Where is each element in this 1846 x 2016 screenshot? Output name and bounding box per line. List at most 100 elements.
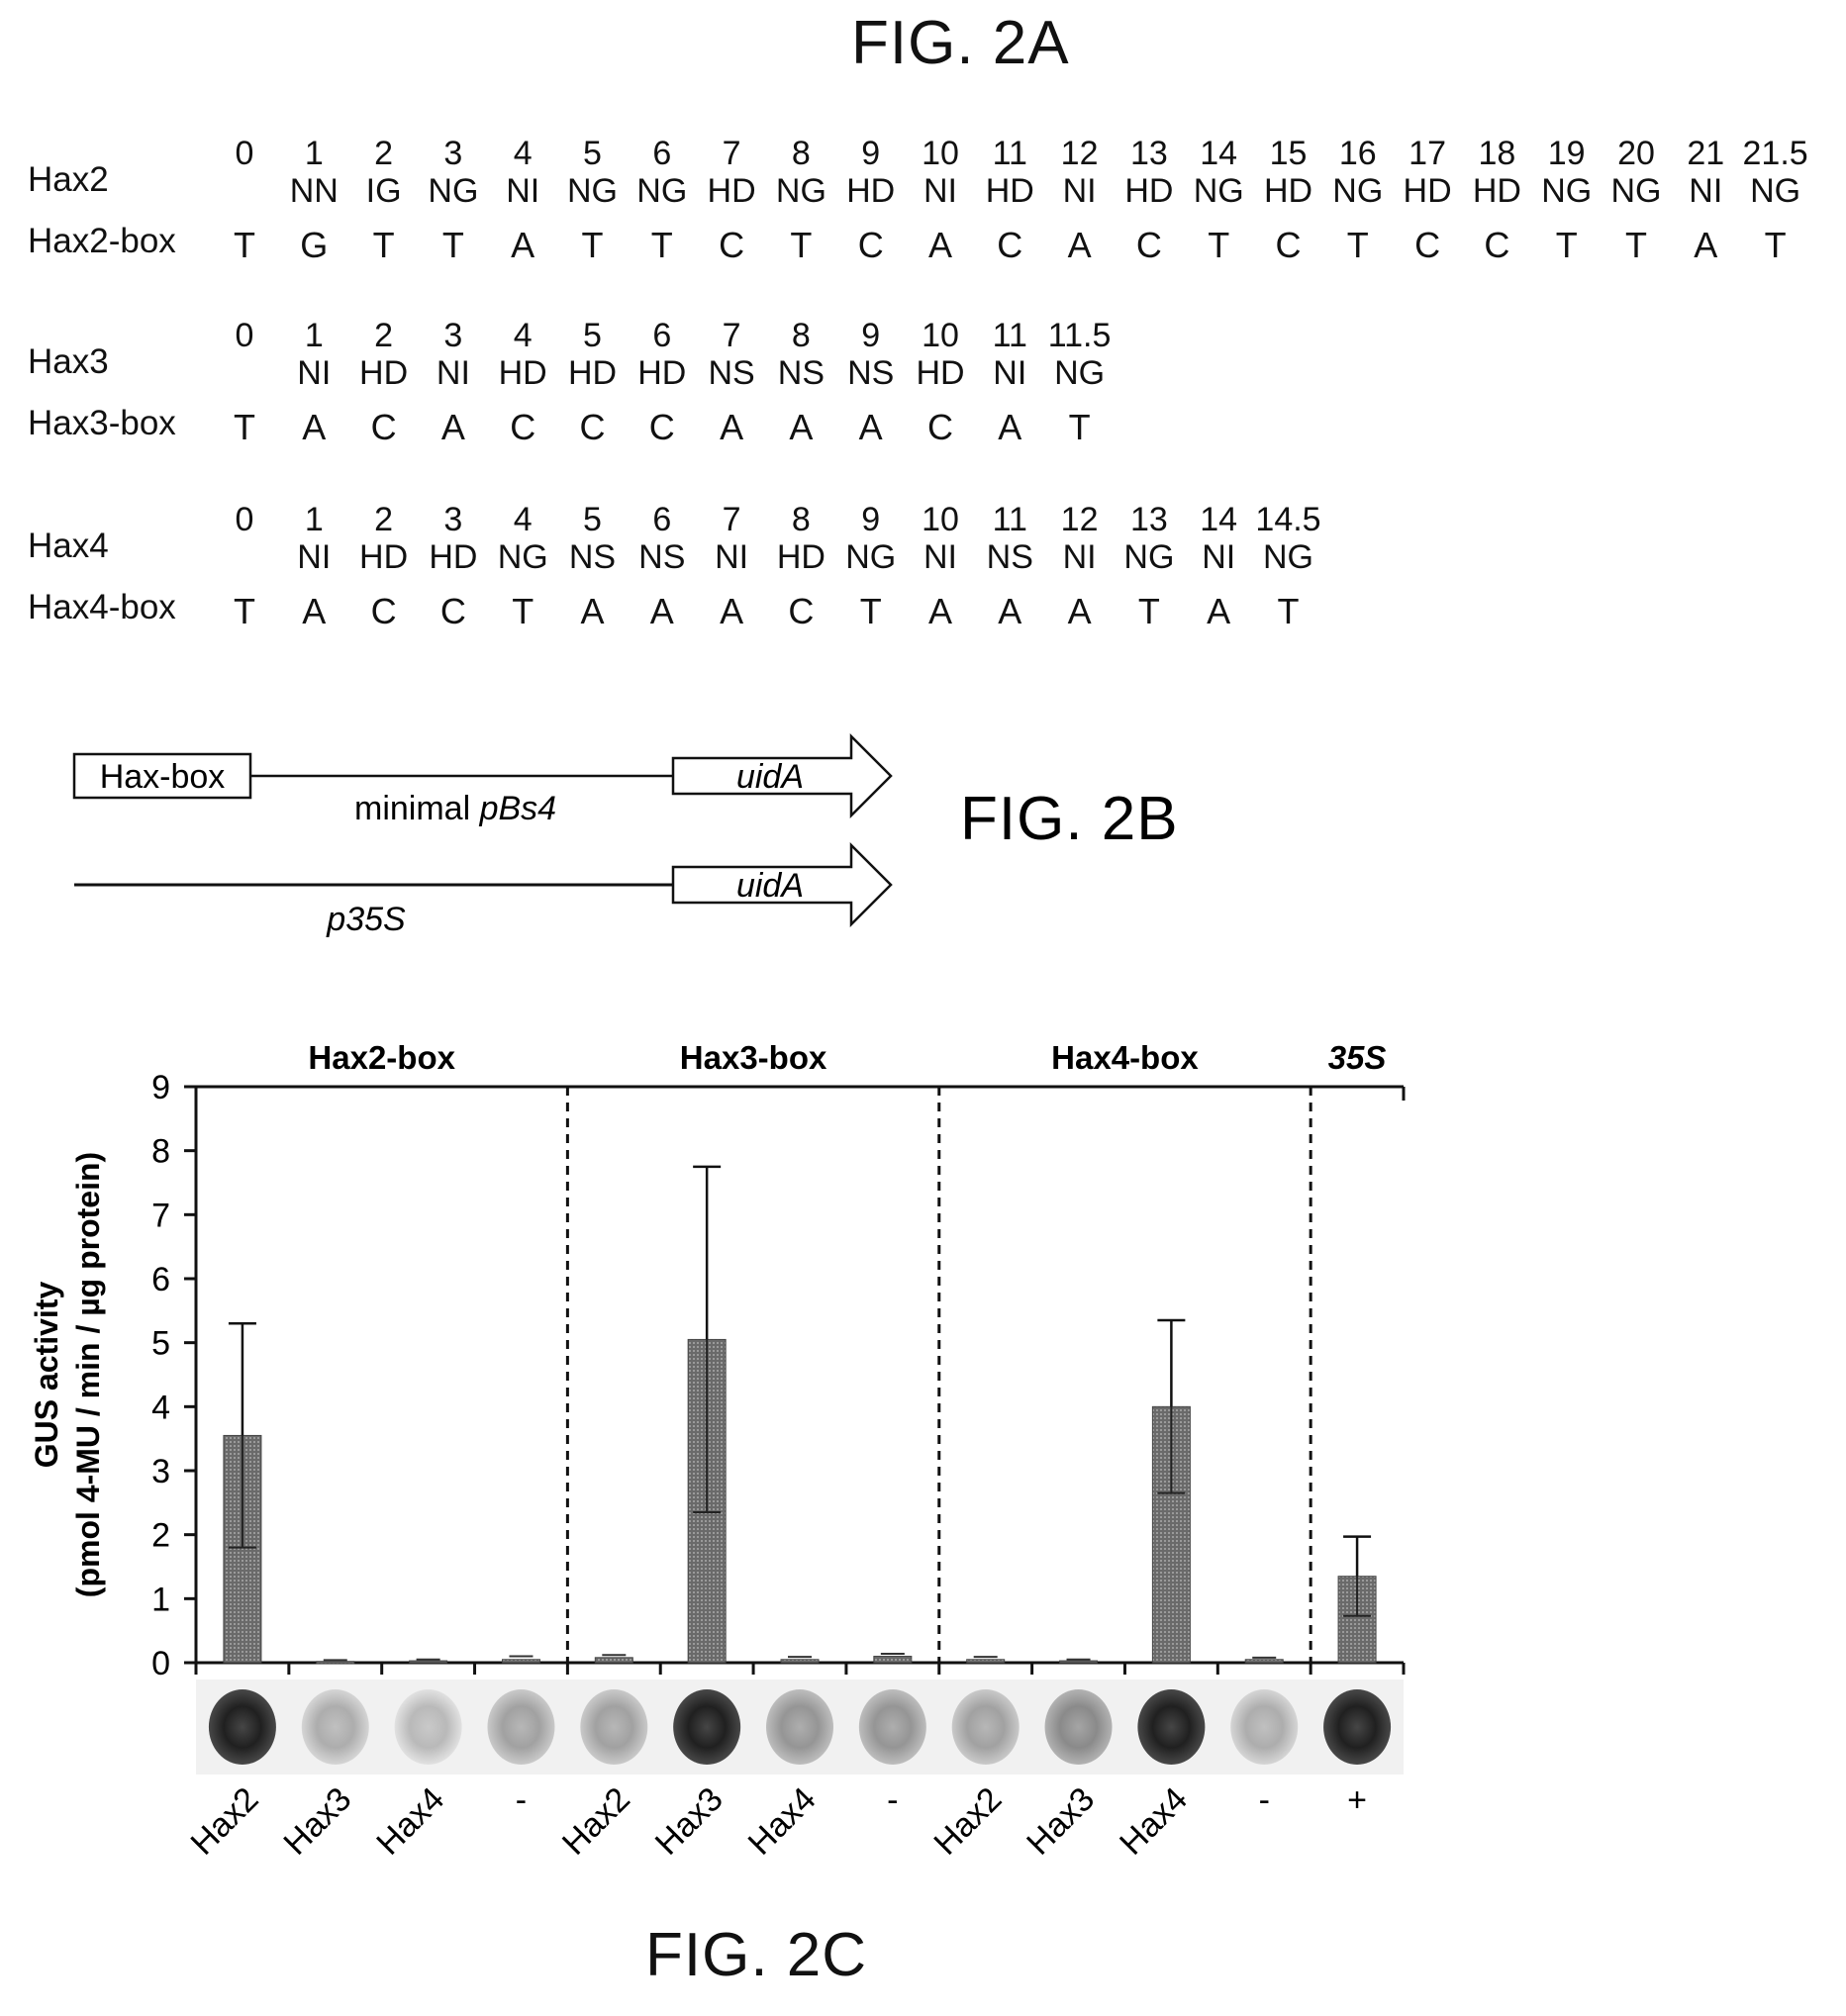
repeat-number: 3 xyxy=(443,317,463,354)
rvd-code: NI xyxy=(923,538,957,576)
uida-arrow-1 xyxy=(671,732,893,819)
repeat-number: 12 xyxy=(1060,135,1099,172)
dna-base: C xyxy=(788,591,815,631)
dna-base: G xyxy=(300,225,329,265)
x-category-label: Hax3 xyxy=(1020,1780,1102,1863)
bar xyxy=(409,1660,448,1664)
bar xyxy=(873,1656,913,1664)
repeat-number: 2 xyxy=(374,317,394,354)
seq-name-hax2: Hax2 xyxy=(28,160,109,199)
gene-label-1: uidA xyxy=(736,758,804,796)
x-category-label: Hax2 xyxy=(555,1780,637,1863)
dna-base: T xyxy=(1208,225,1230,265)
dna-base: A xyxy=(720,591,744,631)
rvd-code: NG xyxy=(1193,172,1244,210)
promoter-prefix: minimal xyxy=(354,790,480,827)
y-tick-label: 5 xyxy=(151,1325,170,1363)
dna-base: T xyxy=(581,225,604,265)
repeat-number: 1 xyxy=(304,135,324,172)
repeat-number: 6 xyxy=(652,317,672,354)
repeat-number: 11 xyxy=(992,317,1027,354)
repeat-number: 0 xyxy=(235,135,254,172)
rvd-code: NG xyxy=(636,172,688,210)
x-category-label: Hax4 xyxy=(741,1780,824,1863)
rvd-code: NI xyxy=(923,172,957,210)
rvd-code: HD xyxy=(498,354,547,392)
rvd-code: HD xyxy=(776,538,826,576)
rvd-code: NG xyxy=(497,538,548,576)
dna-base: T xyxy=(650,225,673,265)
seq-box-name-hax2: Hax2-box xyxy=(28,222,176,260)
repeat-number: 17 xyxy=(1409,135,1446,172)
repeat-number: 10 xyxy=(922,135,959,172)
promoter-label-minimal: minimal pBs4 xyxy=(354,790,556,827)
x-category-label: Hax2 xyxy=(184,1780,266,1863)
gus-stain-spot xyxy=(487,1689,555,1765)
repeat-number: 8 xyxy=(791,501,811,538)
rvd-code: NI xyxy=(506,172,540,210)
dna-base: A xyxy=(302,591,327,631)
repeat-number: 5 xyxy=(583,317,602,354)
repeat-number: 4 xyxy=(513,135,533,172)
gene-label-2: uidA xyxy=(736,867,804,905)
rvd-code: NG xyxy=(775,172,826,210)
repeat-number: 9 xyxy=(861,501,881,538)
rvd-code: NG xyxy=(567,172,618,210)
promoter-label-35s: p35S xyxy=(326,901,406,938)
group-header: Hax4-box xyxy=(1051,1039,1199,1076)
bar xyxy=(1244,1659,1284,1664)
repeat-number: 12 xyxy=(1060,501,1099,538)
dna-base: C xyxy=(370,591,397,631)
rvd-code: NI xyxy=(297,354,332,392)
rvd-code: HD xyxy=(637,354,687,392)
dna-base: T xyxy=(790,225,813,265)
dna-base: A xyxy=(1067,591,1092,631)
repeat-number: 1 xyxy=(304,317,324,354)
y-tick-label: 6 xyxy=(151,1261,170,1298)
dna-base: A xyxy=(440,407,465,447)
dna-base: C xyxy=(648,407,675,447)
gus-stain-spot xyxy=(1044,1689,1113,1765)
repeat-number: 8 xyxy=(791,317,811,354)
dna-base: A xyxy=(1067,225,1092,265)
repeat-number: 1 xyxy=(304,501,324,538)
dna-base: C xyxy=(439,591,466,631)
y-tick-label: 4 xyxy=(151,1389,170,1426)
gus-stain-spot xyxy=(1137,1689,1206,1765)
promoter-name: pBs4 xyxy=(479,790,557,827)
dna-base: T xyxy=(1625,225,1647,265)
bar xyxy=(780,1659,820,1664)
dna-base: A xyxy=(998,407,1022,447)
uida-arrow-2 xyxy=(671,841,893,928)
repeat-number: 16 xyxy=(1338,135,1377,172)
rvd-code: NG xyxy=(845,538,897,576)
fig2a-title: FIG. 2A xyxy=(851,9,1070,77)
group-header: 35S xyxy=(1328,1039,1387,1076)
repeat-number: 0 xyxy=(235,317,254,354)
dna-base: A xyxy=(858,407,883,447)
rvd-code: NG xyxy=(1123,538,1175,576)
bar xyxy=(594,1657,633,1664)
y-tick-label: 7 xyxy=(151,1197,170,1234)
dna-base: T xyxy=(234,407,255,447)
dna-base: C xyxy=(1275,225,1302,265)
gus-stain-spot xyxy=(301,1689,369,1765)
dna-base: C xyxy=(579,407,606,447)
y-tick-label: 8 xyxy=(151,1133,170,1171)
repeat-number: 11 xyxy=(992,135,1027,172)
x-category-label: - xyxy=(1259,1781,1270,1819)
repeat-number: 14 xyxy=(1200,501,1238,538)
repeat-number: 15 xyxy=(1269,135,1308,172)
gus-stain-spot xyxy=(580,1689,648,1765)
gus-stain-spot xyxy=(951,1689,1020,1765)
rvd-code: NG xyxy=(1332,172,1384,210)
repeat-number: 21 xyxy=(1687,135,1725,172)
rvd-code: NG xyxy=(1263,538,1313,576)
seq-box-name-hax4: Hax4-box xyxy=(28,588,176,626)
dna-base: A xyxy=(789,407,814,447)
rvd-code: NS xyxy=(986,538,1033,576)
dna-base: C xyxy=(370,407,397,447)
repeat-number: 8 xyxy=(791,135,811,172)
